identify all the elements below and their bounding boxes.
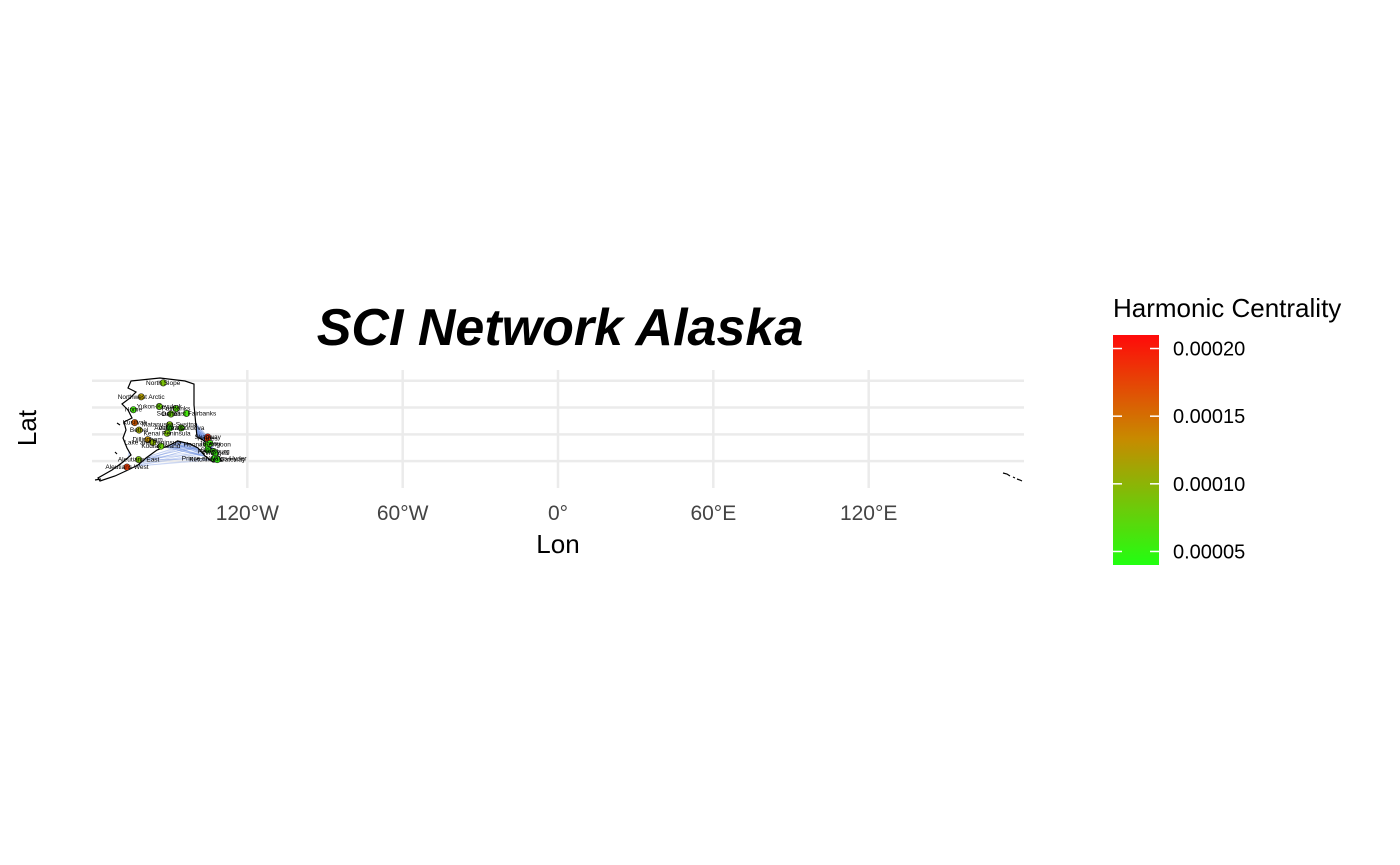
node-label: Kodiak Island (141, 443, 180, 450)
x-tick-label: 120°E (840, 502, 897, 525)
chart-title: SCI Network Alaska (317, 299, 803, 357)
y-axis-title: Lat (12, 409, 42, 446)
legend-colorbar (1113, 335, 1159, 565)
grid-lines (92, 370, 1024, 488)
x-axis-ticks: 120°W 60°W 0° 60°E 120°E (216, 502, 898, 525)
node-label: Aleutians West (105, 464, 148, 471)
legend: Harmonic Centrality 0.00020 0.00015 0.0001… (1113, 293, 1341, 565)
node-label: Denali (162, 411, 180, 418)
x-tick-label: 60°W (377, 502, 429, 525)
x-tick-label: 60°E (690, 502, 736, 525)
node-label: Northwest Arctic (118, 394, 166, 401)
node-label: Aleutians East (118, 457, 160, 464)
x-tick-label: 0° (548, 502, 568, 525)
x-axis-title: Lon (536, 529, 579, 559)
node-label: Ketchikan Gateway (189, 457, 246, 464)
legend-tick-label: 0.00005 (1173, 541, 1245, 563)
legend-tick-label: 0.00015 (1173, 406, 1245, 428)
node-label: North Slope (146, 380, 181, 387)
legend-tick-label: 0.00020 (1173, 339, 1245, 361)
legend-title: Harmonic Centrality (1113, 293, 1341, 323)
legend-tick-label: 0.00010 (1173, 474, 1245, 496)
x-tick-label: 120°W (216, 502, 279, 525)
